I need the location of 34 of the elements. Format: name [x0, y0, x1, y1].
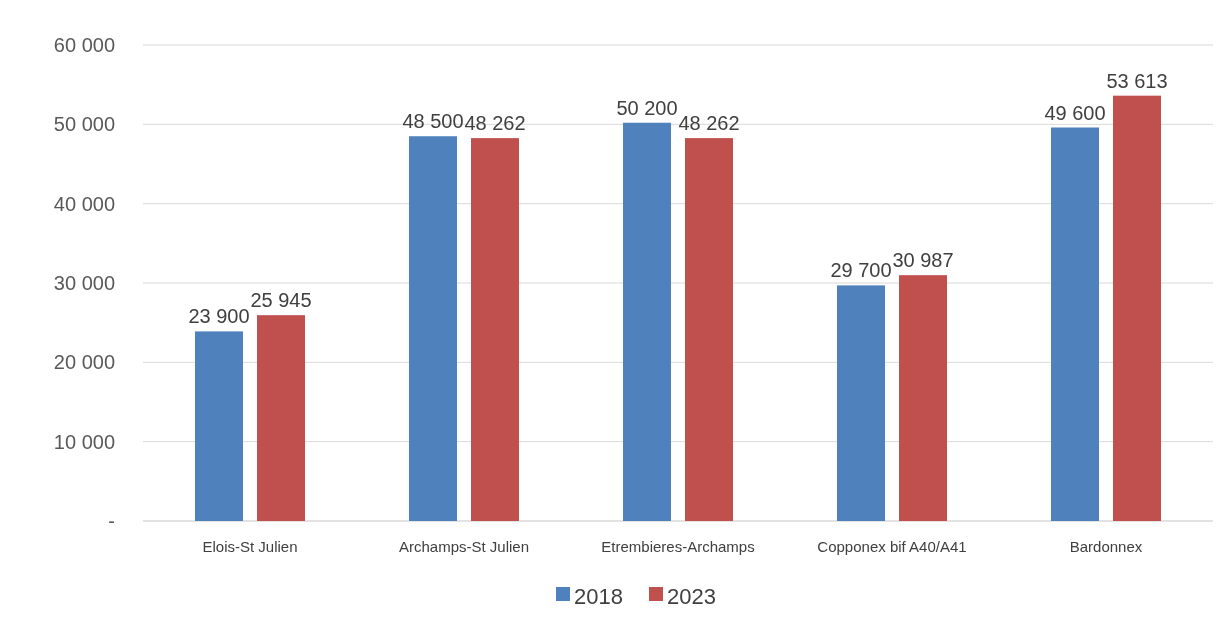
bar	[899, 275, 947, 521]
bar	[837, 285, 885, 521]
bar	[1113, 95, 1161, 521]
bar	[471, 138, 519, 521]
data-label: 29 700	[830, 259, 892, 282]
x-tick-label: Elois-St Julien	[202, 538, 298, 555]
x-tick-label: Etrembieres-Archamps	[601, 538, 755, 555]
bar	[1051, 127, 1099, 521]
legend-label: 2018	[574, 583, 623, 609]
y-tick-label: 60 000	[53, 34, 115, 56]
data-label: 50 200	[616, 96, 678, 119]
bar	[685, 138, 733, 521]
data-label: 48 262	[464, 112, 526, 135]
data-label: 53 613	[1106, 69, 1168, 92]
x-tick-label: Bardonnex	[1069, 538, 1143, 555]
data-label: 48 500	[402, 110, 464, 133]
data-label: 30 987	[892, 249, 954, 272]
y-tick-label: 40 000	[53, 192, 115, 215]
x-tick-label: Copponex bif A40/A41	[817, 538, 967, 555]
x-tick-label: Archamps-St Julien	[398, 538, 530, 555]
bar	[257, 315, 305, 521]
data-label: 23 900	[188, 305, 250, 328]
data-label: 49 600	[1044, 101, 1106, 124]
bar	[195, 331, 243, 521]
bar	[623, 122, 671, 521]
y-tick-label: 20 000	[53, 351, 115, 374]
data-label: 48 262	[678, 112, 740, 135]
y-tick-label: 50 000	[53, 113, 115, 136]
legend-label: 2023	[667, 583, 716, 609]
y-tick-label: 30 000	[53, 272, 115, 294]
bar	[409, 136, 457, 521]
y-tick-label: 10 000	[53, 430, 115, 453]
data-label: 25 945	[250, 289, 312, 312]
y-tick-label: -	[108, 510, 115, 532]
